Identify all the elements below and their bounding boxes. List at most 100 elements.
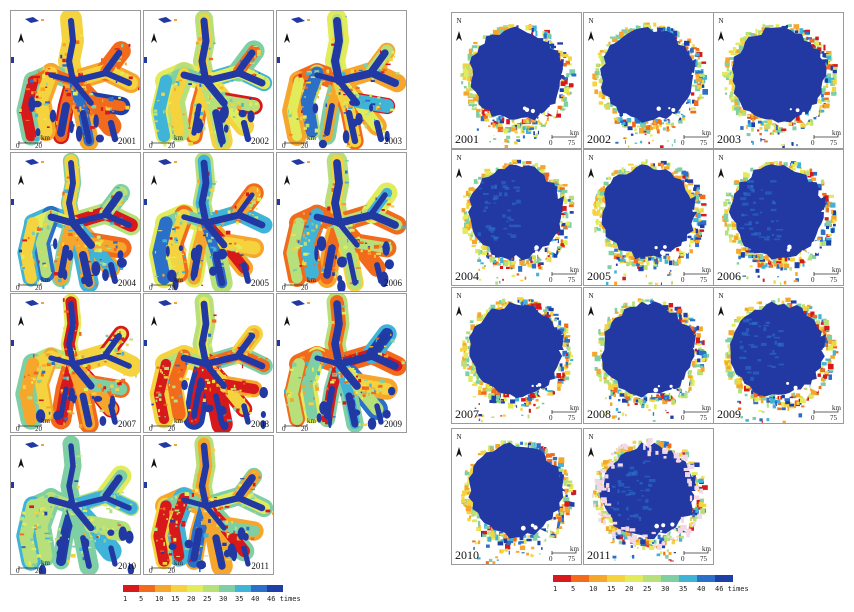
left-map-raster: [11, 294, 140, 432]
north-arrow-icon: [588, 168, 594, 178]
north-label: N: [456, 154, 462, 162]
left-map-panel: km 0 20 2009: [276, 293, 407, 433]
legend-label: 30: [219, 595, 228, 603]
legend-label: 1: [123, 595, 128, 603]
legend-swatch: [571, 575, 589, 582]
scale-start: 0: [282, 425, 286, 433]
legend-swatch: [643, 575, 661, 582]
scale-unit: km: [570, 545, 579, 553]
scale-unit: km: [174, 417, 183, 425]
left-map-raster: [277, 153, 406, 291]
panel-year: 2011: [251, 561, 269, 571]
legend-label: 40: [251, 595, 260, 603]
scale-unit: km: [832, 404, 841, 412]
legend-label: 46 times: [715, 585, 749, 593]
panel-year: 2004: [118, 278, 136, 288]
scale-start: 0: [149, 284, 153, 292]
legend-swatch: [251, 585, 267, 592]
scale-bar: [813, 135, 839, 139]
left-map-raster: [277, 11, 406, 149]
legend-label: 15: [607, 585, 616, 593]
scale-start: 0: [16, 567, 20, 575]
left-map-panel: km 0 20 2002: [143, 10, 274, 150]
legend-label: 46 times: [267, 595, 301, 603]
right-map-raster: [588, 298, 709, 422]
panel-year: 2008: [251, 419, 269, 429]
scale-bar: [151, 566, 175, 570]
legend-swatch: [123, 585, 139, 592]
scale-unit: km: [174, 276, 183, 284]
legend-swatch: [679, 575, 697, 582]
scale-bar: [683, 551, 709, 555]
scale-bar: [151, 283, 175, 287]
scale-start: 0: [811, 414, 815, 422]
scale-end: 75: [700, 555, 707, 563]
scale-bar: [683, 135, 709, 139]
panel-year: 2001: [118, 136, 136, 146]
left-map-raster: [11, 11, 140, 149]
legend-label: 30: [661, 585, 670, 593]
scale-start: 0: [149, 567, 153, 575]
legend-swatch: [607, 575, 625, 582]
legend-swatch: [171, 585, 187, 592]
north-label: N: [588, 17, 594, 25]
north-label: N: [588, 154, 594, 162]
scale-start: 0: [681, 276, 685, 284]
scale-bar: [18, 566, 42, 570]
right-map-raster: [588, 438, 709, 562]
scale-end: 75: [830, 276, 837, 284]
scale-bar: [683, 272, 709, 276]
right-map-raster: [456, 440, 577, 564]
legend-label: 15: [171, 595, 180, 603]
panel-year: 2010: [455, 548, 479, 562]
north-arrow-icon: [718, 168, 724, 178]
legend-label: 25: [203, 595, 212, 603]
north-arrow-icon: [18, 33, 24, 43]
legend-swatch: [139, 585, 155, 592]
north-arrow-icon: [588, 447, 594, 457]
north-label: N: [718, 154, 724, 162]
scale-end: 75: [830, 139, 837, 147]
left-map-panel: km 0 20 2001: [10, 10, 141, 150]
scale-end: 75: [700, 414, 707, 422]
scale-start: 0: [16, 284, 20, 292]
right-map-raster: [588, 159, 709, 285]
scale-unit: km: [307, 276, 316, 284]
scale-end: 20: [301, 142, 308, 150]
legend-label: 1: [553, 585, 558, 593]
scale-unit: km: [570, 266, 579, 274]
north-label: N: [718, 292, 724, 300]
scale-unit: km: [702, 266, 711, 274]
scale-bar: [551, 135, 577, 139]
north-arrow-icon: [151, 33, 157, 43]
panel-year: 2008: [587, 407, 611, 421]
scale-bar: [284, 424, 308, 428]
scale-end: 20: [168, 425, 175, 433]
panel-year: 2002: [251, 136, 269, 146]
left-map-panel: km 0 20 2003: [276, 10, 407, 150]
legend-label: 25: [643, 585, 652, 593]
scale-unit: km: [41, 276, 50, 284]
scale-end: 20: [168, 284, 175, 292]
legend-swatch: [155, 585, 171, 592]
panel-year: 2006: [384, 278, 402, 288]
left-map-panel: km 0 20 2004: [10, 152, 141, 292]
right-map-raster: [718, 161, 839, 285]
scale-bar: [284, 141, 308, 145]
right-legend: 1 5 10 15 20 25 30 35 40 46 times: [553, 575, 783, 599]
legend-label: 20: [187, 595, 196, 603]
left-map-raster: [144, 436, 273, 574]
left-map-panel: km 0 20 2005: [143, 152, 274, 292]
scale-end: 75: [700, 139, 707, 147]
north-arrow-icon: [718, 306, 724, 316]
north-arrow-icon: [18, 316, 24, 326]
legend-swatch: [235, 585, 251, 592]
scale-end: 20: [301, 284, 308, 292]
left-map-raster: [144, 11, 273, 149]
scale-unit: km: [832, 129, 841, 137]
legend-swatch: [267, 585, 283, 592]
